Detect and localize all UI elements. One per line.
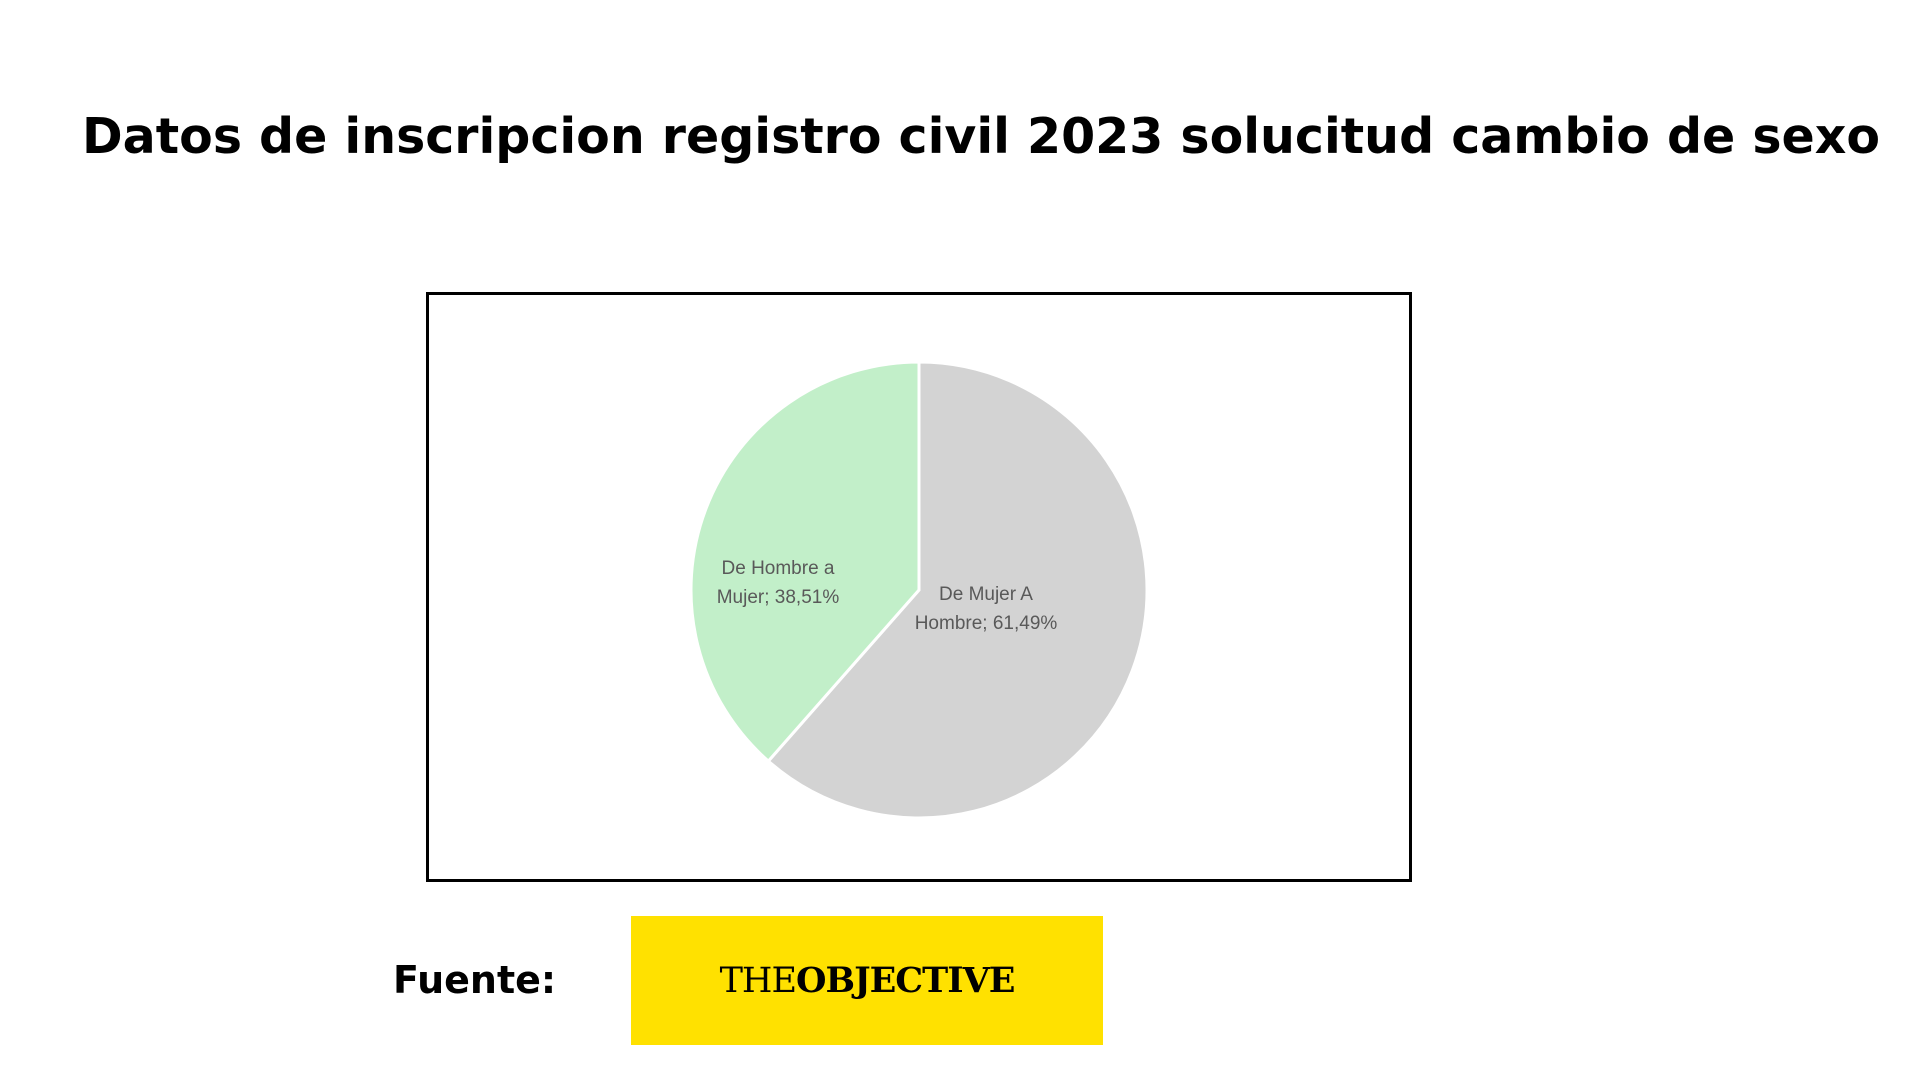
pie-chart: De Mujer A Hombre; 61,49% De Hombre a Mu… — [429, 295, 1409, 879]
source-label: Fuente: — [393, 958, 556, 1002]
logo-text-the: THE — [720, 961, 796, 1001]
slice-label-mujer-a-hombre-line1: De Mujer A — [939, 584, 1033, 605]
slice-label-mujer-a-hombre-line2: Hombre; 61,49% — [915, 613, 1058, 634]
slice-label-hombre-a-mujer-line1: De Hombre a — [722, 558, 835, 579]
slice-label-hombre-a-mujer-line2: Mujer; 38,51% — [717, 587, 840, 608]
page-title: Datos de inscripcion registro civil 2023… — [82, 108, 1862, 165]
logo-text: THEOBJECTIVE — [720, 960, 1015, 1001]
pie-chart-frame: De Mujer A Hombre; 61,49% De Hombre a Mu… — [426, 292, 1412, 882]
logo-text-objective: OBJECTIVE — [796, 960, 1014, 1001]
the-objective-logo: THEOBJECTIVE — [631, 916, 1103, 1045]
